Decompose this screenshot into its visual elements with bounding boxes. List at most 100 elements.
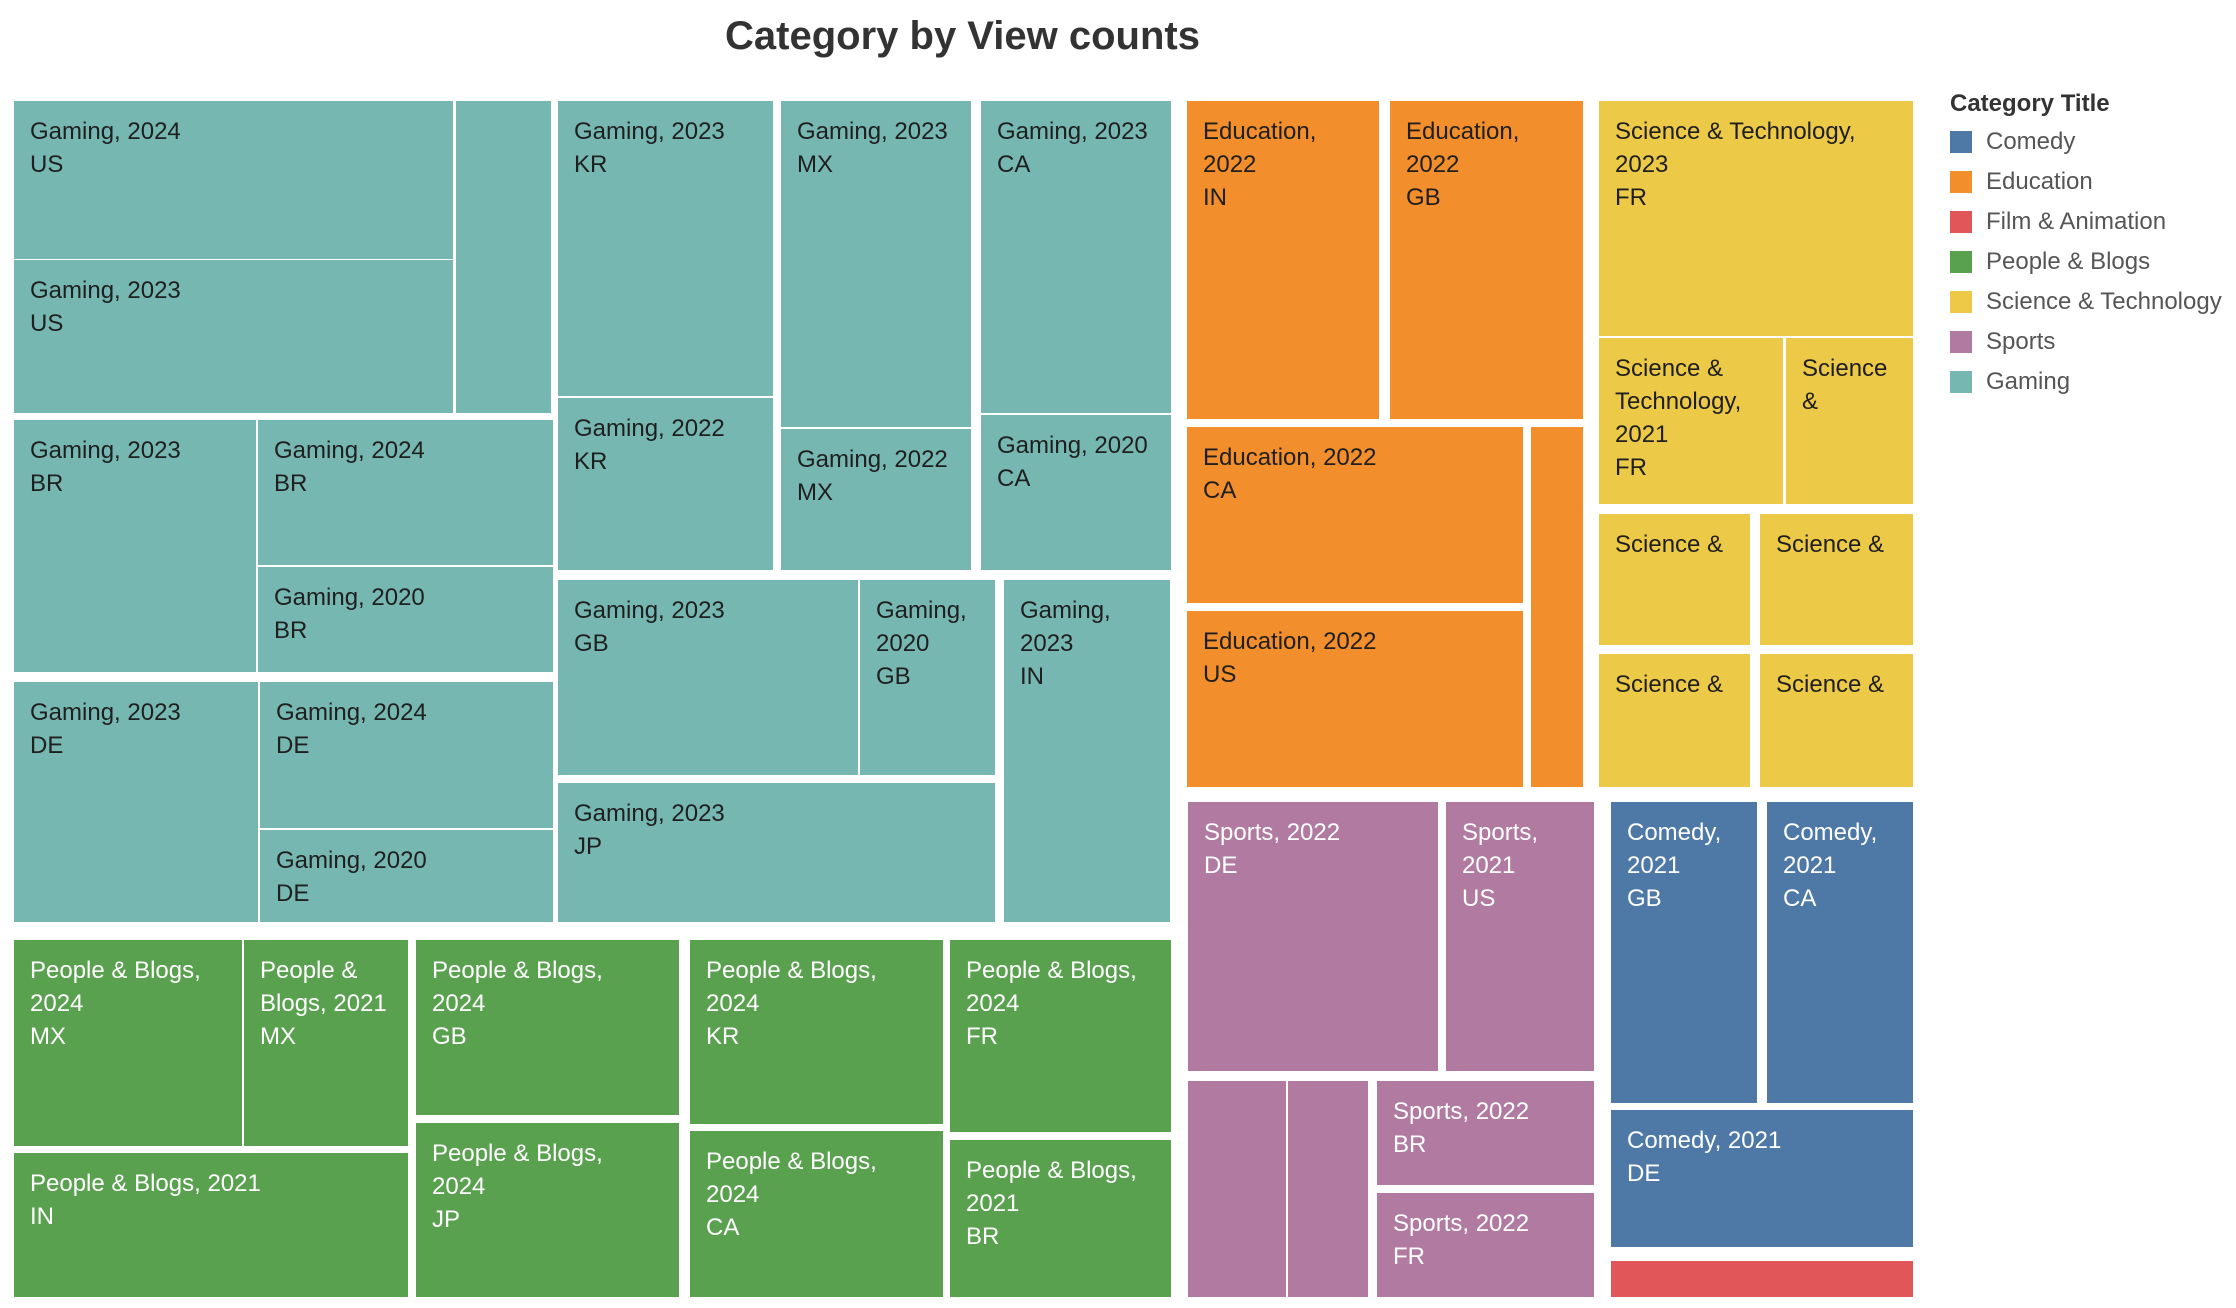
legend-label: Film & Animation [1986, 208, 2167, 235]
tile-label: People & Blogs, 2021 IN [30, 1170, 261, 1230]
treemap-tile[interactable]: Education, 2022 IN [1187, 101, 1379, 419]
treemap-tile[interactable]: Comedy, 2021 CA [1767, 802, 1913, 1103]
treemap-tile[interactable]: Gaming, 2020 GB [860, 580, 995, 775]
treemap-tile[interactable] [1188, 1081, 1286, 1297]
tile-label: Gaming, 2023 IN [1020, 597, 1111, 690]
tile-label: Gaming, 2020 GB [876, 597, 967, 690]
treemap-tile[interactable] [1531, 427, 1583, 787]
treemap-tile[interactable]: Gaming, 2020 BR [258, 567, 553, 672]
treemap-tile[interactable] [1288, 1081, 1368, 1297]
treemap-tile[interactable]: Science & Technology, 2021 FR [1599, 338, 1783, 504]
tile-label: Gaming, 2023 CA [997, 118, 1148, 178]
treemap-tile[interactable]: People & Blogs, 2024 KR [690, 940, 943, 1124]
tile-label: Gaming, 2023 GB [574, 597, 725, 657]
treemap-tile[interactable]: Gaming, 2024 BR [258, 420, 553, 565]
legend-item[interactable]: Gaming [1950, 362, 2230, 402]
tile-label: Science & [1802, 355, 1888, 415]
tile-label: Science & Technology, 2021 FR [1615, 355, 1742, 481]
legend-swatch [1950, 251, 1972, 273]
treemap-tile[interactable]: Sports, 2022 DE [1188, 802, 1438, 1071]
treemap-tile[interactable]: Gaming, 2020 DE [260, 830, 553, 922]
tile-label: Gaming, 2022 KR [574, 415, 725, 475]
treemap-tile[interactable]: Sports, 2021 US [1446, 802, 1594, 1071]
treemap-tile[interactable]: Comedy, 2021 GB [1611, 802, 1757, 1103]
treemap-tile[interactable]: Gaming, 2022 MX [781, 429, 971, 570]
treemap-tile[interactable]: Gaming, 2023 BR [14, 420, 256, 672]
legend-swatch [1950, 331, 1972, 353]
treemap-tile[interactable] [1611, 1261, 1913, 1297]
treemap-tile[interactable]: People & Blogs, 2024 JP [416, 1123, 679, 1297]
treemap-tile[interactable]: Gaming, 2022 KR [558, 398, 773, 570]
treemap-tile[interactable]: Gaming, 2023 DE [14, 682, 258, 922]
treemap-tile[interactable]: Education, 2022 GB [1390, 101, 1583, 419]
treemap-tile[interactable]: Sports, 2022 FR [1377, 1193, 1594, 1297]
treemap-tile[interactable] [456, 101, 551, 413]
treemap-tile[interactable]: Science & [1760, 654, 1913, 787]
treemap-tile[interactable]: People & Blogs, 2024 CA [690, 1131, 943, 1297]
tile-label: Education, 2022 CA [1203, 444, 1377, 504]
tile-label: Science & [1776, 531, 1885, 558]
legend-item[interactable]: People & Blogs [1950, 242, 2230, 282]
legend-title: Category Title [1950, 90, 2110, 117]
tile-label: People & Blogs, 2024 KR [706, 957, 877, 1050]
tile-label: People & Blogs, 2021 BR [966, 1157, 1137, 1250]
treemap-tile[interactable]: People & Blogs, 2024 MX [14, 940, 242, 1146]
treemap-tile[interactable]: People & Blogs, 2021 MX [244, 940, 408, 1146]
treemap-tile[interactable]: Gaming, 2023 MX [781, 101, 971, 427]
tile-label: Gaming, 2023 MX [797, 118, 948, 178]
tile-label: Gaming, 2024 US [30, 118, 181, 178]
treemap-tile[interactable]: Sports, 2022 BR [1377, 1081, 1594, 1185]
legend-label: Comedy [1986, 128, 2076, 155]
legend-item[interactable]: Science & Technology [1950, 282, 2230, 322]
tile-label: Comedy, 2021 DE [1627, 1127, 1782, 1187]
legend-item[interactable]: Education [1950, 162, 2230, 202]
treemap-tile[interactable]: Science & Technology, 2023 FR [1599, 101, 1913, 336]
treemap-tile[interactable]: Gaming, 2023 CA [981, 101, 1171, 413]
treemap-tile[interactable]: Gaming, 2023 IN [1004, 580, 1170, 922]
tile-label: Science & [1615, 531, 1724, 558]
tile-label: Comedy, 2021 CA [1783, 819, 1878, 912]
tile-label: Sports, 2022 FR [1393, 1210, 1530, 1270]
tile-label: People & Blogs, 2024 GB [432, 957, 603, 1050]
treemap-tile[interactable]: People & Blogs, 2024 GB [416, 940, 679, 1115]
treemap-tile[interactable]: Science & [1786, 338, 1913, 504]
legend-swatch [1950, 291, 1972, 313]
tile-label: People & Blogs, 2024 JP [432, 1140, 603, 1233]
legend-label: Gaming [1986, 368, 2071, 395]
legend-item[interactable]: Comedy [1950, 122, 2230, 162]
tile-label: Sports, 2021 US [1462, 819, 1539, 912]
tile-label: Gaming, 2023 US [30, 277, 181, 337]
treemap-tile[interactable]: People & Blogs, 2021 BR [950, 1140, 1171, 1297]
treemap-tile[interactable]: Gaming, 2024 US [14, 101, 453, 259]
treemap: Gaming, 2024 US Gaming, 2023 US Gaming, 20… [14, 101, 1913, 1297]
treemap-tile[interactable]: Education, 2022 US [1187, 611, 1523, 787]
legend-swatch [1950, 211, 1972, 233]
legend-item[interactable]: Sports [1950, 322, 2230, 362]
treemap-tile[interactable]: People & Blogs, 2024 FR [950, 940, 1171, 1132]
treemap-tile[interactable]: Gaming, 2023 US [14, 260, 453, 413]
treemap-tile[interactable]: Gaming, 2023 KR [558, 101, 773, 396]
treemap-tile[interactable]: Gaming, 2023 GB [558, 580, 858, 775]
legend-items: Comedy Education Film & Animation People & … [1950, 122, 2230, 402]
treemap-tile[interactable]: Gaming, 2023 JP [558, 783, 995, 922]
treemap-tile[interactable]: Gaming, 2020 CA [981, 415, 1171, 570]
treemap-tile[interactable]: Science & [1599, 514, 1750, 645]
treemap-tile[interactable]: Education, 2022 CA [1187, 427, 1523, 603]
tile-label: Gaming, 2023 JP [574, 800, 725, 860]
treemap-tile[interactable]: Science & [1760, 514, 1913, 645]
treemap-tile[interactable]: People & Blogs, 2021 IN [14, 1153, 408, 1297]
legend-swatch [1950, 131, 1972, 153]
tile-label: Sports, 2022 BR [1393, 1098, 1530, 1158]
tile-label: People & Blogs, 2024 MX [30, 957, 201, 1050]
legend-label: Education [1986, 168, 2093, 195]
treemap-tile[interactable]: Gaming, 2024 DE [260, 682, 553, 828]
treemap-tile[interactable]: Science & [1599, 654, 1750, 787]
treemap-tile[interactable]: Comedy, 2021 DE [1611, 1110, 1913, 1247]
tile-label: Gaming, 2022 MX [797, 446, 948, 506]
tile-label: Gaming, 2023 DE [30, 699, 181, 759]
tile-label: Science & [1776, 671, 1885, 698]
tile-label: Gaming, 2020 DE [276, 847, 427, 907]
legend-item[interactable]: Film & Animation [1950, 202, 2230, 242]
tile-label: Gaming, 2023 BR [30, 437, 181, 497]
legend-label: People & Blogs [1986, 248, 2151, 275]
